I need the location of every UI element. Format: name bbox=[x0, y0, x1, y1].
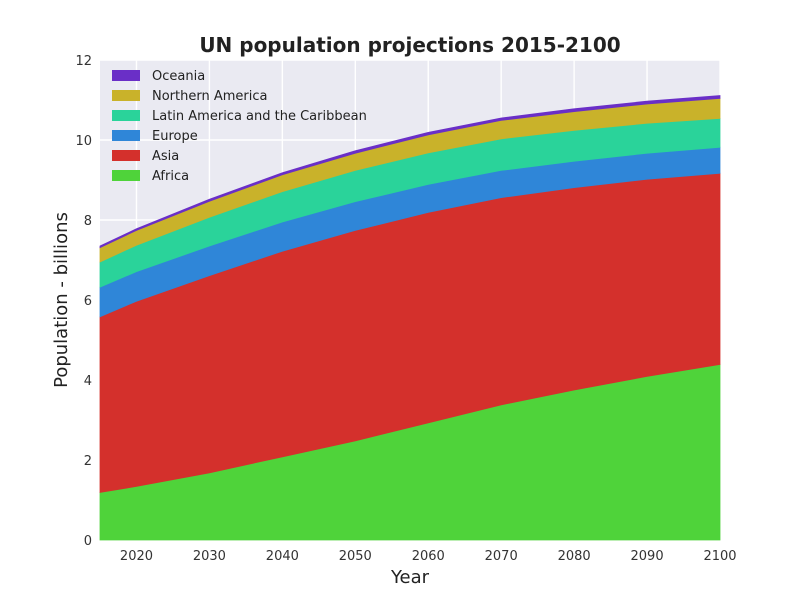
chart-title: UN population projections 2015-2100 bbox=[199, 33, 620, 57]
x-tick-label: 2020 bbox=[120, 549, 153, 564]
y-tick-label: 0 bbox=[84, 534, 92, 549]
y-tick-label: 12 bbox=[75, 54, 92, 69]
y-tick-label: 2 bbox=[84, 454, 92, 469]
x-tick-label: 2030 bbox=[193, 549, 226, 564]
legend-label: Europe bbox=[152, 129, 198, 144]
x-axis-ticks: 2020 2030 2040 2050 2060 2070 2080 2090 2100 bbox=[120, 549, 737, 564]
y-tick-label: 8 bbox=[84, 214, 92, 229]
legend-label: Asia bbox=[152, 149, 179, 164]
legend-label: Northern America bbox=[152, 89, 267, 104]
x-tick-label: 2070 bbox=[485, 549, 518, 564]
y-axis-ticks: 0 2 4 6 8 10 12 bbox=[75, 54, 92, 549]
y-tick-label: 4 bbox=[84, 374, 92, 389]
x-axis-label: Year bbox=[390, 567, 430, 588]
y-axis-label: Population - billions bbox=[51, 212, 72, 388]
x-tick-label: 2040 bbox=[266, 549, 299, 564]
legend-label: Oceania bbox=[152, 69, 205, 84]
x-tick-label: 2060 bbox=[412, 549, 445, 564]
legend: Oceania Northern America Latin America and… bbox=[112, 69, 367, 184]
x-tick-label: 2080 bbox=[558, 549, 591, 564]
x-tick-label: 2100 bbox=[703, 549, 736, 564]
legend-swatch bbox=[112, 110, 140, 121]
area-oceania bbox=[99, 95, 721, 249]
y-tick-label: 6 bbox=[84, 294, 92, 309]
x-tick-label: 2050 bbox=[339, 549, 372, 564]
y-tick-label: 10 bbox=[75, 134, 92, 149]
legend-swatch bbox=[112, 170, 140, 181]
legend-swatch bbox=[112, 150, 140, 161]
legend-label: Africa bbox=[152, 169, 189, 184]
legend-swatch bbox=[112, 90, 140, 101]
legend-swatch bbox=[112, 70, 140, 81]
legend-label: Latin America and the Caribbean bbox=[152, 109, 367, 124]
legend-swatch bbox=[112, 130, 140, 141]
stacked-areas bbox=[99, 95, 721, 541]
x-tick-label: 2090 bbox=[631, 549, 664, 564]
